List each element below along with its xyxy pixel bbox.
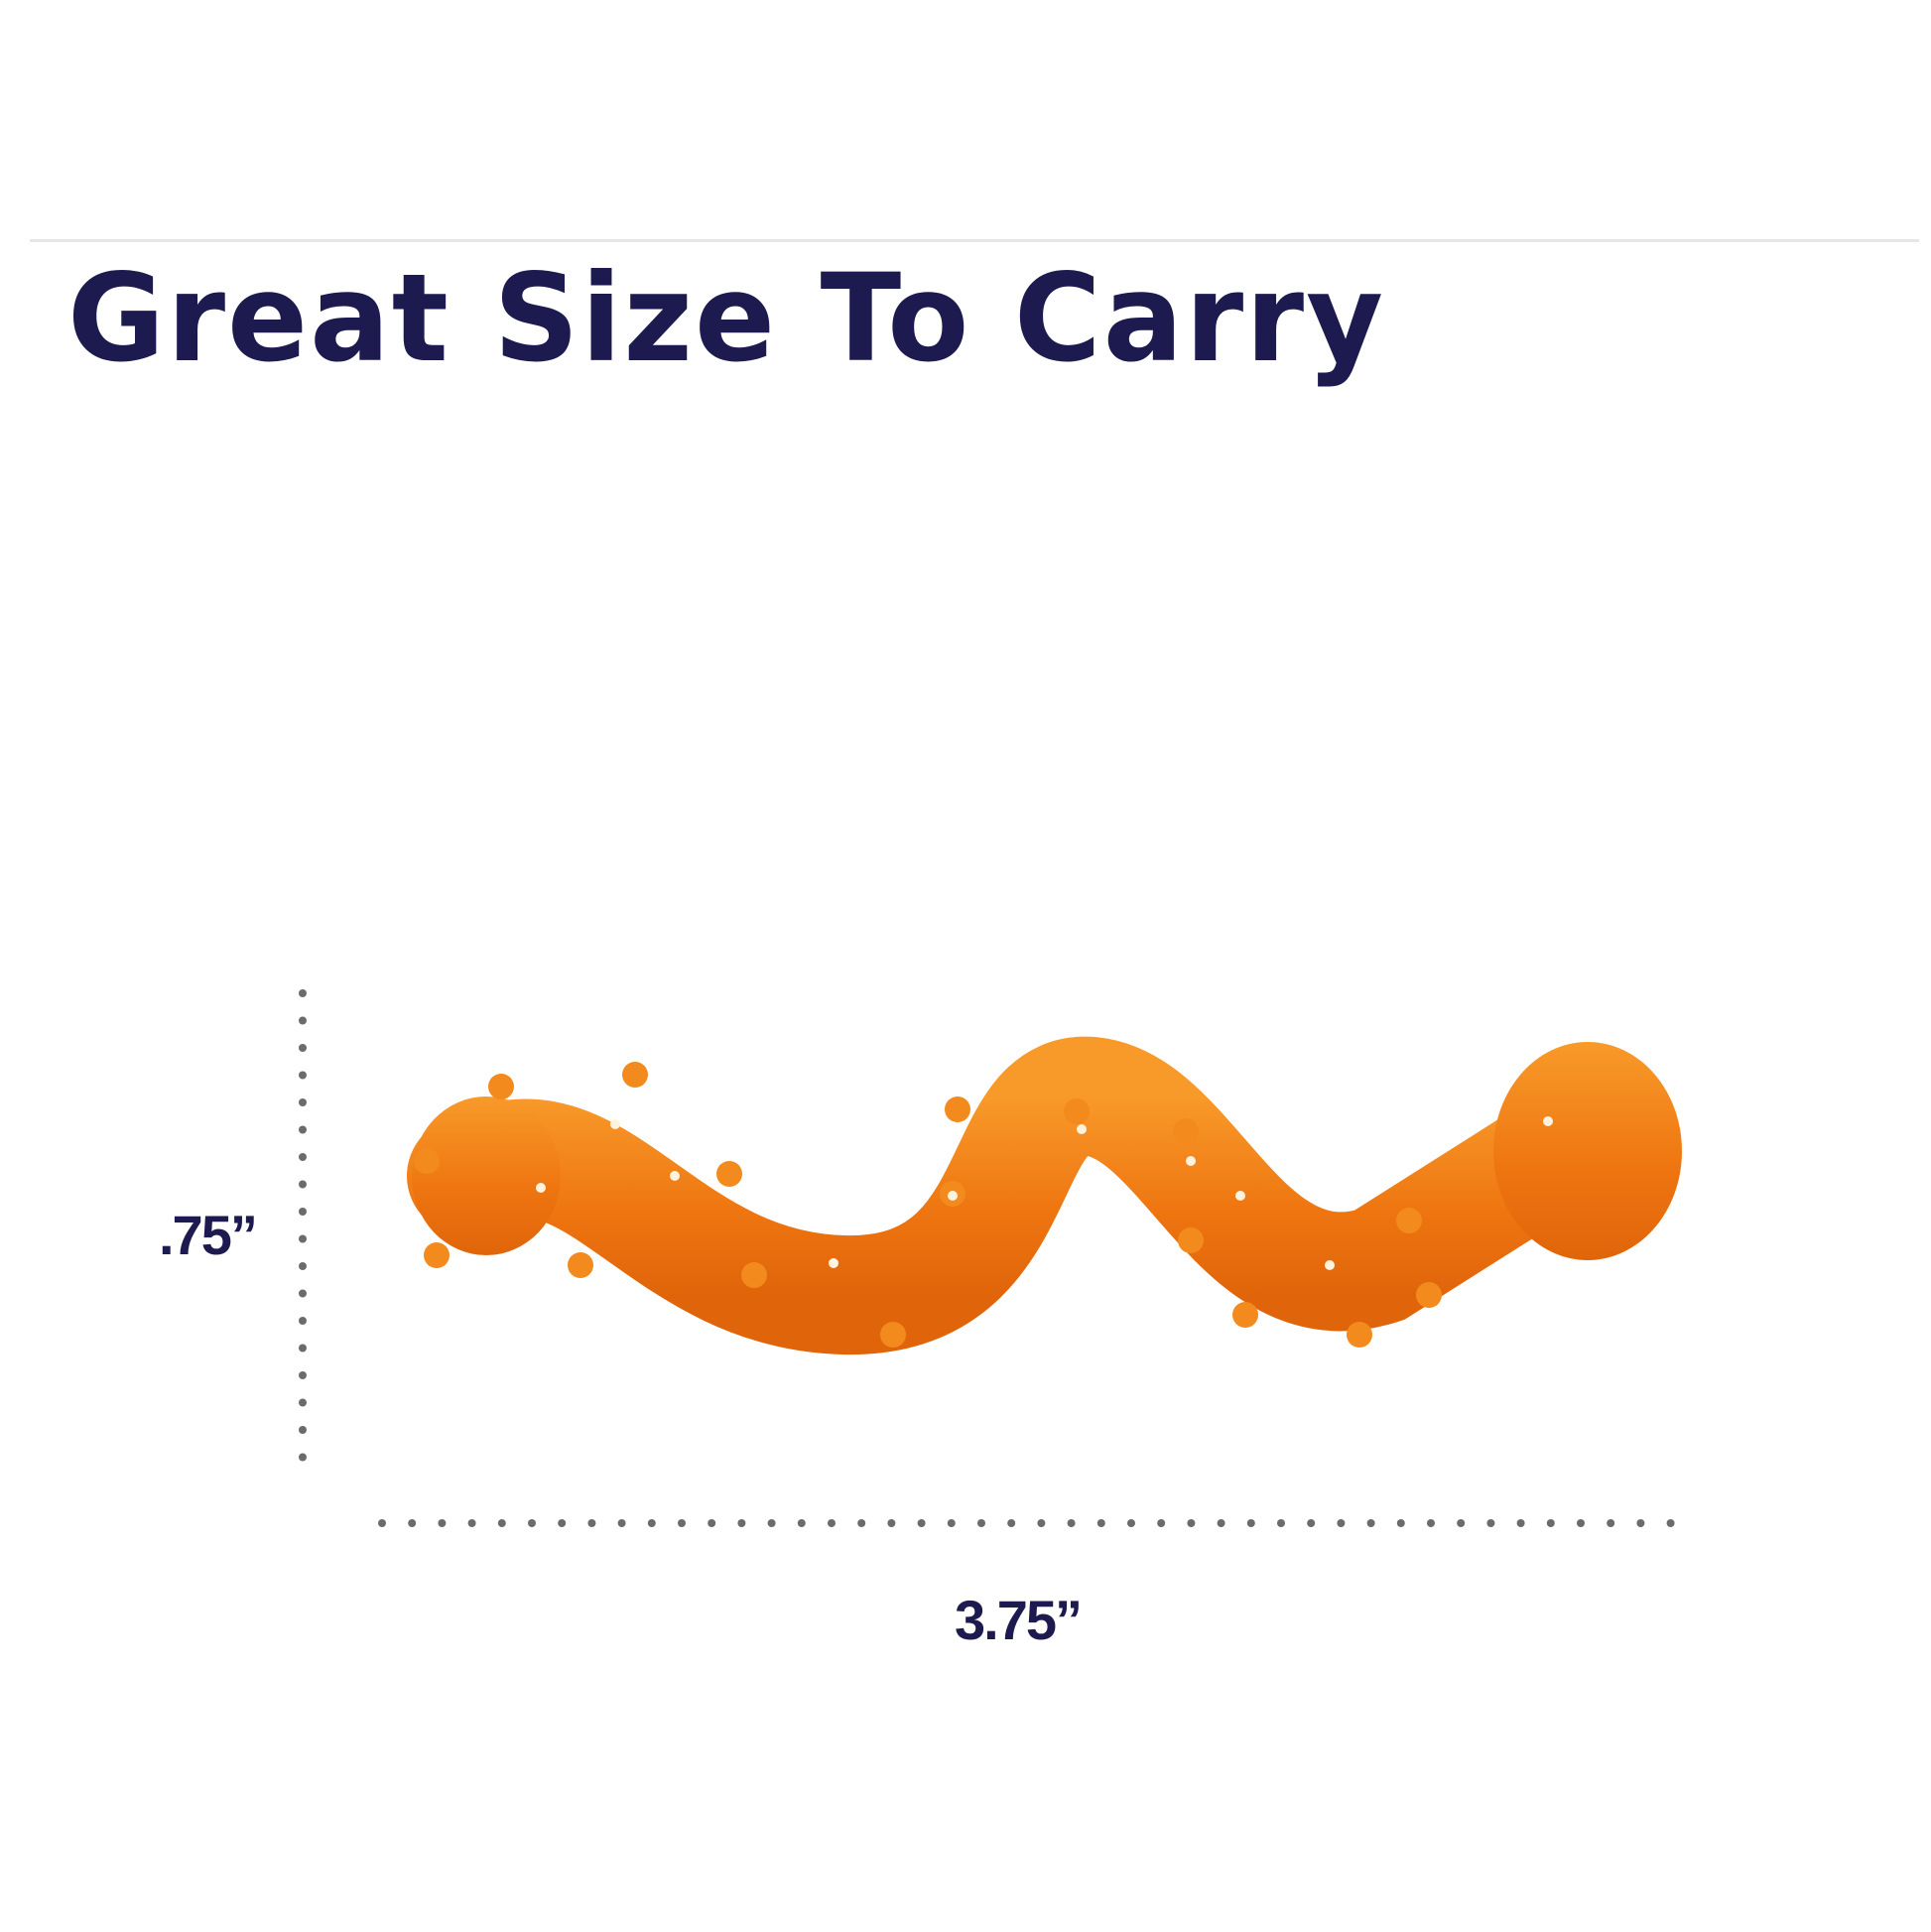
worm-bump bbox=[1416, 1282, 1442, 1308]
guide-dot bbox=[299, 1071, 307, 1080]
guide-dot bbox=[299, 1044, 307, 1052]
guide-dot bbox=[917, 1519, 926, 1527]
guide-dot bbox=[438, 1519, 447, 1527]
guide-dot bbox=[1217, 1519, 1225, 1527]
guide-dot bbox=[617, 1519, 626, 1527]
guide-dot bbox=[299, 1234, 307, 1243]
guide-dot bbox=[299, 1098, 307, 1106]
guide-dot bbox=[1127, 1519, 1135, 1527]
guide-dot bbox=[1636, 1519, 1645, 1527]
guide-dot bbox=[1457, 1519, 1466, 1527]
worm-bump bbox=[1178, 1227, 1204, 1253]
guide-dot bbox=[1187, 1519, 1196, 1527]
guide-dot bbox=[1486, 1519, 1495, 1527]
guide-dot bbox=[299, 1398, 307, 1407]
worm-body bbox=[407, 1036, 1588, 1354]
worm-bump bbox=[622, 1062, 648, 1088]
guide-dot bbox=[1607, 1519, 1615, 1527]
worm-highlight bbox=[829, 1258, 838, 1268]
guide-dot bbox=[378, 1519, 386, 1527]
guide-dot bbox=[1546, 1519, 1555, 1527]
guide-dot bbox=[467, 1519, 476, 1527]
guide-dot bbox=[828, 1519, 836, 1527]
worm-bump bbox=[1173, 1118, 1199, 1144]
guide-dot bbox=[299, 989, 307, 997]
guide-dot bbox=[299, 1371, 307, 1379]
worm-highlight bbox=[1077, 1124, 1087, 1134]
guide-dot bbox=[1666, 1519, 1675, 1527]
worm-highlight bbox=[1543, 1116, 1553, 1126]
guide-dot bbox=[977, 1519, 985, 1527]
guide-dot bbox=[1037, 1519, 1046, 1527]
worm-bump bbox=[1064, 1098, 1090, 1124]
guide-dot bbox=[708, 1519, 716, 1527]
guide-dot bbox=[1157, 1519, 1166, 1527]
worm-highlight bbox=[536, 1183, 546, 1193]
guide-dot bbox=[299, 1262, 307, 1270]
worm-highlight bbox=[1325, 1260, 1335, 1270]
worm-bump bbox=[424, 1242, 450, 1268]
worm-bump bbox=[716, 1161, 742, 1187]
worm-bump bbox=[945, 1096, 970, 1122]
guide-dot bbox=[299, 1208, 307, 1216]
worm-tail bbox=[412, 1096, 561, 1255]
guide-dot bbox=[767, 1519, 776, 1527]
guide-dot bbox=[1396, 1519, 1405, 1527]
guide-dot bbox=[887, 1519, 896, 1527]
guide-dot bbox=[408, 1519, 417, 1527]
guide-dot bbox=[947, 1519, 956, 1527]
guide-dot bbox=[299, 1125, 307, 1134]
worm-highlight bbox=[948, 1191, 958, 1201]
guide-dot bbox=[299, 1180, 307, 1189]
page-title: Great Size To Carry bbox=[67, 248, 1386, 389]
worm-bump bbox=[414, 1148, 440, 1174]
guide-dot bbox=[1427, 1519, 1435, 1527]
guide-dot bbox=[678, 1519, 686, 1527]
worm-highlight bbox=[670, 1171, 680, 1181]
guide-dot bbox=[1007, 1519, 1016, 1527]
worm-bump bbox=[1347, 1322, 1372, 1348]
divider bbox=[30, 239, 1919, 242]
worm-bump bbox=[1396, 1208, 1422, 1233]
guide-dot bbox=[299, 1317, 307, 1325]
worm-toy-image bbox=[407, 1036, 1682, 1354]
guide-dot bbox=[299, 1453, 307, 1462]
worm-bump bbox=[488, 1074, 514, 1099]
worm-bump bbox=[1232, 1302, 1258, 1328]
guide-dot bbox=[1337, 1519, 1346, 1527]
guide-dot bbox=[1307, 1519, 1316, 1527]
worm-bump bbox=[741, 1262, 767, 1288]
width-label: 3.75” bbox=[955, 1589, 1083, 1651]
guide-dot bbox=[299, 1426, 307, 1434]
guide-dot bbox=[558, 1519, 567, 1527]
worm-highlight bbox=[1186, 1156, 1196, 1166]
guide-dot bbox=[528, 1519, 536, 1527]
guide-dot bbox=[1516, 1519, 1525, 1527]
worm-highlight bbox=[1235, 1191, 1245, 1201]
width-dotted-guide bbox=[378, 1519, 1675, 1527]
worm-bump bbox=[568, 1252, 593, 1278]
guide-dot bbox=[587, 1519, 596, 1527]
guide-dot bbox=[1246, 1519, 1255, 1527]
worm-bump bbox=[880, 1322, 906, 1348]
guide-dot bbox=[737, 1519, 746, 1527]
height-dotted-guide bbox=[299, 989, 307, 1462]
guide-dot bbox=[797, 1519, 806, 1527]
worm-head bbox=[1493, 1042, 1682, 1260]
guide-dot bbox=[299, 1153, 307, 1161]
guide-dot bbox=[647, 1519, 656, 1527]
guide-dot bbox=[1067, 1519, 1076, 1527]
guide-dot bbox=[857, 1519, 866, 1527]
guide-dot bbox=[1366, 1519, 1375, 1527]
guide-dot bbox=[299, 1289, 307, 1298]
guide-dot bbox=[1577, 1519, 1585, 1527]
guide-dot bbox=[497, 1519, 506, 1527]
height-label: .75” bbox=[159, 1204, 258, 1266]
guide-dot bbox=[1277, 1519, 1285, 1527]
worm-highlight bbox=[610, 1119, 620, 1129]
guide-dot bbox=[299, 1344, 307, 1352]
guide-dot bbox=[299, 1016, 307, 1025]
guide-dot bbox=[1096, 1519, 1105, 1527]
